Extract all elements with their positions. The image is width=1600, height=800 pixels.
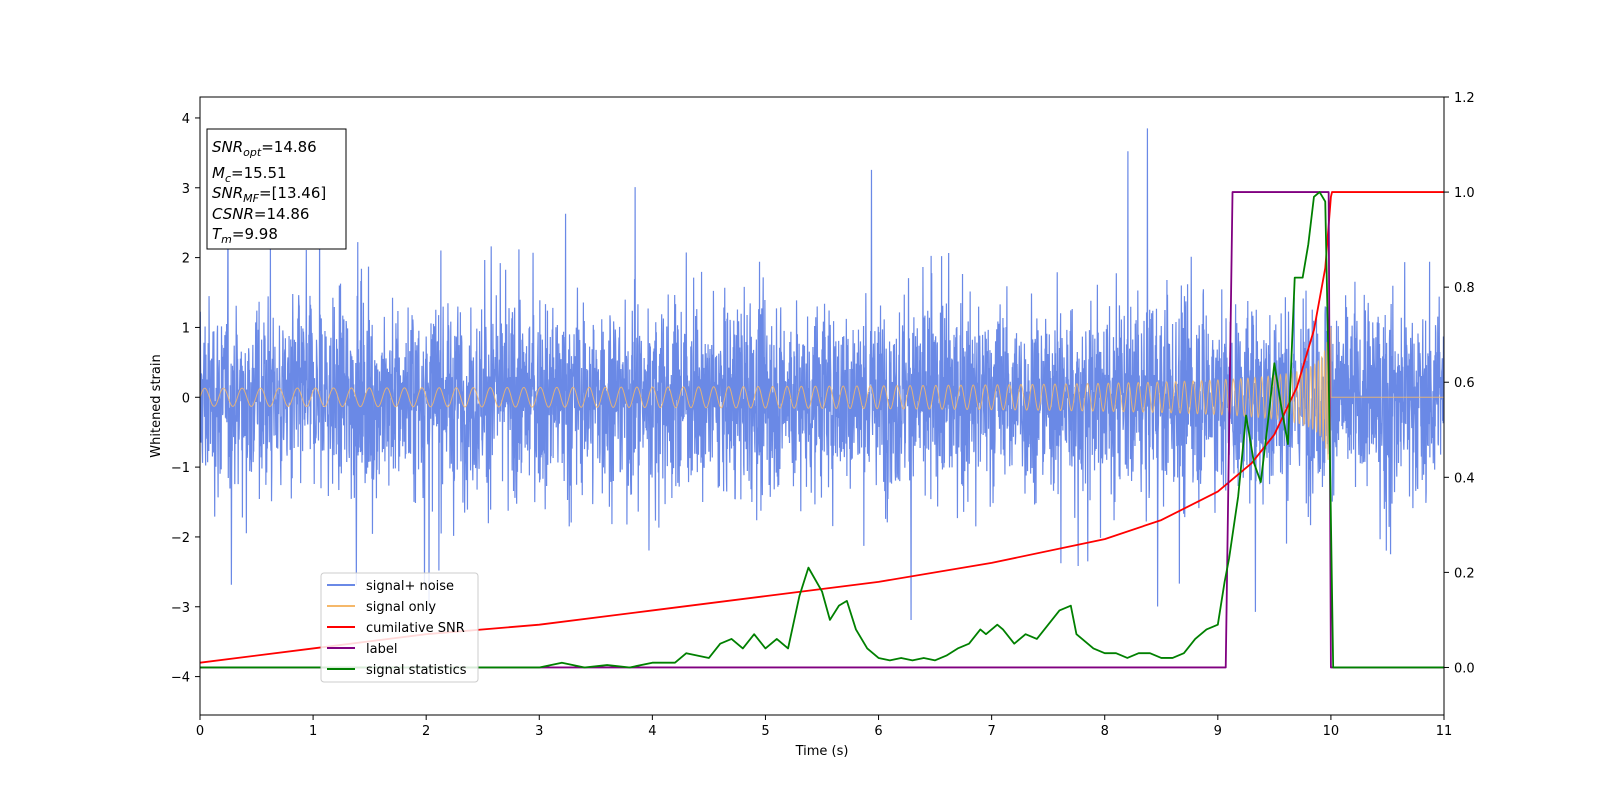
y-right-tick-label: 0.2: [1454, 566, 1475, 581]
x-tick-label: 0: [196, 724, 204, 739]
legend-label: signal only: [366, 600, 436, 615]
series-cumulative-snr-line: [200, 191, 1444, 664]
y-left-tick-label: 0: [182, 391, 190, 406]
legend-label: signal+ noise: [366, 579, 454, 594]
series-signal-only-line: [200, 327, 1444, 465]
y-left-tick-label: −3: [171, 601, 190, 616]
series-signal-noise-line: [200, 128, 1444, 621]
y-left-tick-label: −1: [171, 461, 190, 476]
y-left-tick-label: −4: [171, 671, 190, 686]
y-left-tick-label: −2: [171, 531, 190, 546]
y-axis-label: Whitened strain: [149, 354, 164, 457]
y-right-tick-label: 1.0: [1454, 186, 1475, 201]
y-right-tick-label: 0.8: [1454, 281, 1475, 296]
x-tick-label: 5: [761, 724, 769, 739]
y-left-tick-label: 3: [182, 182, 190, 197]
x-tick-label: 9: [1214, 724, 1222, 739]
y-left-tick-label: 1: [182, 321, 190, 336]
legend-label: cumilative SNR: [366, 621, 465, 636]
legend-frame: [320, 572, 479, 683]
x-tick-label: 6: [874, 724, 882, 739]
info-snr-opt: SNRopt=14.86: [212, 138, 317, 159]
x-axis-label: Time (s): [795, 744, 849, 759]
y-left-tick-label: 2: [182, 252, 190, 267]
legend: signal+ noise signal only cumilative SNR la…: [320, 572, 479, 683]
y-axis-left: −4 −3 −2 −1 0 1 2 3 4: [171, 112, 200, 686]
legend-label: signal statistics: [366, 663, 467, 678]
x-tick-label: 7: [987, 724, 995, 739]
x-tick-label: 11: [1436, 724, 1453, 739]
info-snr-mf: SNRMF=[13.46]: [212, 184, 326, 205]
x-tick-label: 4: [648, 724, 656, 739]
x-tick-label: 3: [535, 724, 543, 739]
x-tick-label: 8: [1101, 724, 1109, 739]
series-signal-statistics-line: [200, 191, 1444, 669]
y-right-tick-label: 0.4: [1454, 471, 1475, 486]
info-csnr: CSNR=14.86: [212, 205, 309, 223]
x-tick-label: 2: [422, 724, 430, 739]
info-box: SNRopt=14.86 Mc=15.51 SNRMF=[13.46] CSNR…: [206, 128, 347, 250]
y-right-tick-label: 0.0: [1454, 661, 1475, 676]
y-axis-right: 0.0 0.2 0.4 0.6 0.8 1.0 1.2: [1444, 91, 1475, 676]
plot-frame: [199, 96, 1445, 716]
x-tick-label: 1: [309, 724, 317, 739]
info-box-frame: [206, 128, 347, 250]
x-tick-label: 10: [1323, 724, 1340, 739]
info-tm: Tm=9.98: [212, 225, 278, 246]
plot-area: [200, 128, 1444, 669]
y-right-tick-label: 1.2: [1454, 91, 1475, 106]
x-axis: 0 1 2 3 4 5 6 7 8 9 10 11: [196, 715, 1452, 739]
info-mc: Mc=15.51: [212, 164, 287, 185]
y-left-tick-label: 4: [182, 112, 190, 127]
y-right-tick-label: 0.6: [1454, 376, 1475, 391]
legend-label: label: [366, 642, 397, 657]
